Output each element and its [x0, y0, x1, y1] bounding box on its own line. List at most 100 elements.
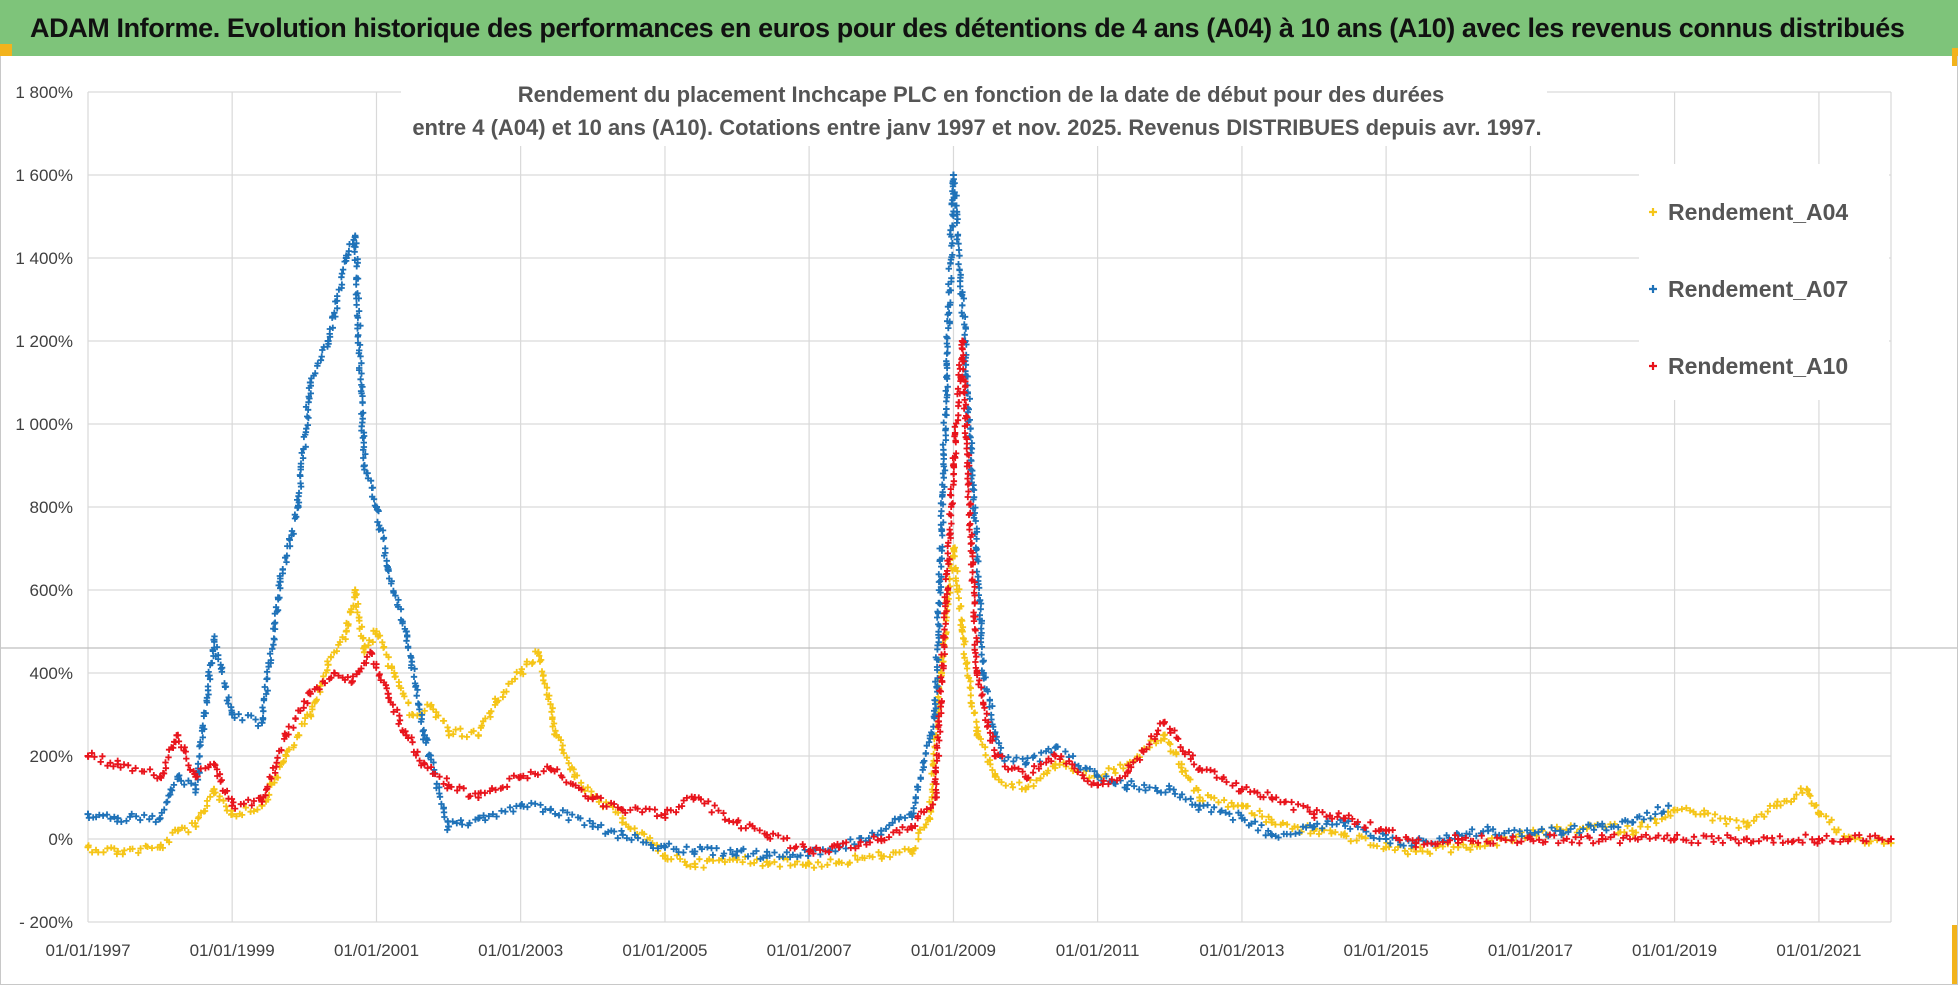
data-point-Rendement_A10-32	[958, 337, 966, 345]
data-point-Rendement_A10-6	[228, 802, 236, 810]
chart-title-background	[401, 72, 1547, 146]
y-tick-label-3: 400%	[30, 664, 73, 683]
data-point-Rendement_A04-2	[156, 843, 164, 851]
legend-marker-Rendement_A10	[1649, 362, 1657, 370]
data-point-Rendement_A10-51	[1743, 835, 1751, 843]
data-point-Rendement_A10-42	[1268, 794, 1276, 801]
data-point-Rendement_A10-5	[210, 760, 218, 768]
x-tick-label-6: 01/01/2009	[911, 941, 996, 960]
corner-accent-left	[0, 44, 12, 56]
data-point-Rendement_A10-50	[1671, 835, 1679, 843]
data-point-Rendement_A07-46	[1310, 823, 1318, 831]
data-point-Rendement_A10-13	[384, 690, 392, 698]
x-tick-label-2: 01/01/2001	[334, 941, 419, 960]
chart-frame: Rendement du placement Inchcape PLC en f…	[0, 56, 1958, 985]
data-point-Rendement_A10-48	[1526, 835, 1534, 843]
data-point-Rendement_A04-39	[973, 731, 981, 739]
data-point-Rendement_A04-31	[805, 860, 813, 868]
data-point-Rendement_A04-49	[1268, 818, 1276, 826]
chart-title-line-1: Rendement du placement Inchcape PLC en f…	[518, 82, 1445, 107]
data-point-Rendement_A07-53	[1556, 827, 1564, 835]
data-point-Rendement_A04-51	[1340, 831, 1348, 839]
data-point-Rendement_A04-24	[571, 773, 579, 781]
data-point-Rendement_A04-6	[228, 810, 236, 818]
data-point-Rendement_A10-34	[991, 752, 999, 760]
y-tick-label-7: 1 200%	[15, 332, 73, 351]
x-tick-label-8: 01/01/2013	[1199, 941, 1284, 960]
data-point-Rendement_A07-11	[324, 337, 332, 345]
data-point-Rendement_A10-29	[907, 823, 915, 831]
data-point-Rendement_A04-23	[552, 731, 560, 739]
legend-background	[1639, 164, 1889, 400]
banner-title: ADAM Informe. Evolution historique des p…	[0, 0, 1958, 56]
scatter-chart: Rendement du placement Inchcape PLC en f…	[1, 72, 1957, 960]
data-point-Rendement_A04-38	[958, 628, 966, 635]
data-point-Rendement_A10-33	[973, 669, 981, 677]
data-point-Rendement_A07-4	[192, 785, 200, 793]
y-tick-label-6: 1 000%	[15, 415, 73, 434]
x-tick-label-12: 01/01/2021	[1776, 941, 1861, 960]
data-point-Rendement_A10-40	[1196, 764, 1204, 772]
data-point-Rendement_A07-44	[1238, 814, 1246, 822]
data-point-Rendement_A07-9	[294, 503, 302, 511]
data-point-Rendement_A04-13	[360, 648, 368, 656]
data-point-Rendement_A07-1	[114, 814, 122, 822]
x-tick-label-9: 01/01/2015	[1344, 941, 1429, 960]
data-point-Rendement_A04-61	[1700, 810, 1708, 818]
data-point-Rendement_A04-5	[210, 785, 218, 793]
data-point-Rendement_A10-25	[763, 831, 771, 839]
data-point-Rendement_A07-36	[979, 669, 987, 677]
legend-marker-Rendement_A04	[1649, 208, 1657, 216]
data-point-Rendement_A10-26	[805, 847, 813, 855]
data-point-Rendement_A10-20	[589, 794, 597, 801]
data-point-Rendement_A07-48	[1382, 835, 1390, 843]
data-point-Rendement_A07-21	[517, 802, 525, 810]
data-point-Rendement_A04-62	[1743, 823, 1751, 831]
legend-label-Rendement_A10: Rendement_A10	[1668, 353, 1848, 379]
data-point-Rendement_A10-37	[1094, 781, 1102, 789]
data-markers	[84, 171, 1895, 871]
y-tick-label-5: 800%	[30, 498, 73, 517]
data-point-Rendement_A04-41	[1022, 785, 1030, 793]
chart-title-line-2: entre 4 (A04) et 10 ans (A10). Cotations…	[412, 115, 1541, 140]
data-point-Rendement_A10-30	[931, 794, 939, 801]
data-point-Rendement_A07-8	[276, 578, 284, 586]
data-point-Rendement_A10-10	[330, 669, 338, 677]
data-point-Rendement_A07-10	[306, 379, 314, 386]
series-Rendement_A07	[84, 171, 1672, 862]
data-point-Rendement_A04-60	[1671, 806, 1679, 814]
data-point-Rendement_A04-48	[1238, 802, 1246, 810]
data-point-Rendement_A04-27	[661, 852, 669, 860]
data-point-Rendement_A04-45	[1160, 731, 1168, 739]
data-point-Rendement_A10-46	[1412, 839, 1420, 847]
data-point-Rendement_A07-28	[763, 852, 771, 860]
x-tick-label-5: 01/01/2007	[767, 941, 852, 960]
data-point-Rendement_A07-42	[1166, 785, 1174, 793]
data-point-Rendement_A07-7	[258, 719, 266, 727]
data-point-Rendement_A10-3	[174, 731, 182, 739]
data-point-Rendement_A04-16	[408, 711, 416, 718]
chart-title: Rendement du placement Inchcape PLC en f…	[401, 72, 1547, 146]
data-point-Rendement_A04-37	[949, 545, 957, 552]
y-tick-label-9: 1 600%	[15, 166, 73, 185]
data-point-Rendement_A10-4	[192, 773, 200, 781]
data-point-Rendement_A10-49	[1599, 835, 1607, 843]
y-tick-label-8: 1 400%	[15, 249, 73, 268]
data-point-Rendement_A04-64	[1803, 785, 1811, 793]
data-point-Rendement_A04-10	[324, 661, 332, 669]
data-point-Rendement_A10-31	[949, 462, 957, 469]
data-point-Rendement_A04-65	[1815, 810, 1823, 818]
data-point-Rendement_A04-52	[1382, 843, 1390, 851]
data-point-Rendement_A07-31	[877, 827, 885, 835]
data-point-Rendement_A04-12	[351, 586, 359, 594]
data-point-Rendement_A10-18	[517, 773, 525, 781]
data-point-Rendement_A07-17	[402, 628, 410, 635]
chart-legend: Rendement_A04 Rendement_A07 Rendement_A10	[1639, 164, 1889, 400]
data-point-Rendement_A04-44	[1123, 760, 1131, 768]
data-point-Rendement_A07-38	[1022, 760, 1030, 768]
data-point-Rendement_A07-14	[360, 462, 368, 469]
data-point-Rendement_A07-54	[1599, 823, 1607, 831]
data-point-Rendement_A07-25	[661, 843, 669, 851]
data-point-Rendement_A04-20	[493, 698, 501, 706]
data-point-Rendement_A07-39	[1051, 744, 1059, 752]
